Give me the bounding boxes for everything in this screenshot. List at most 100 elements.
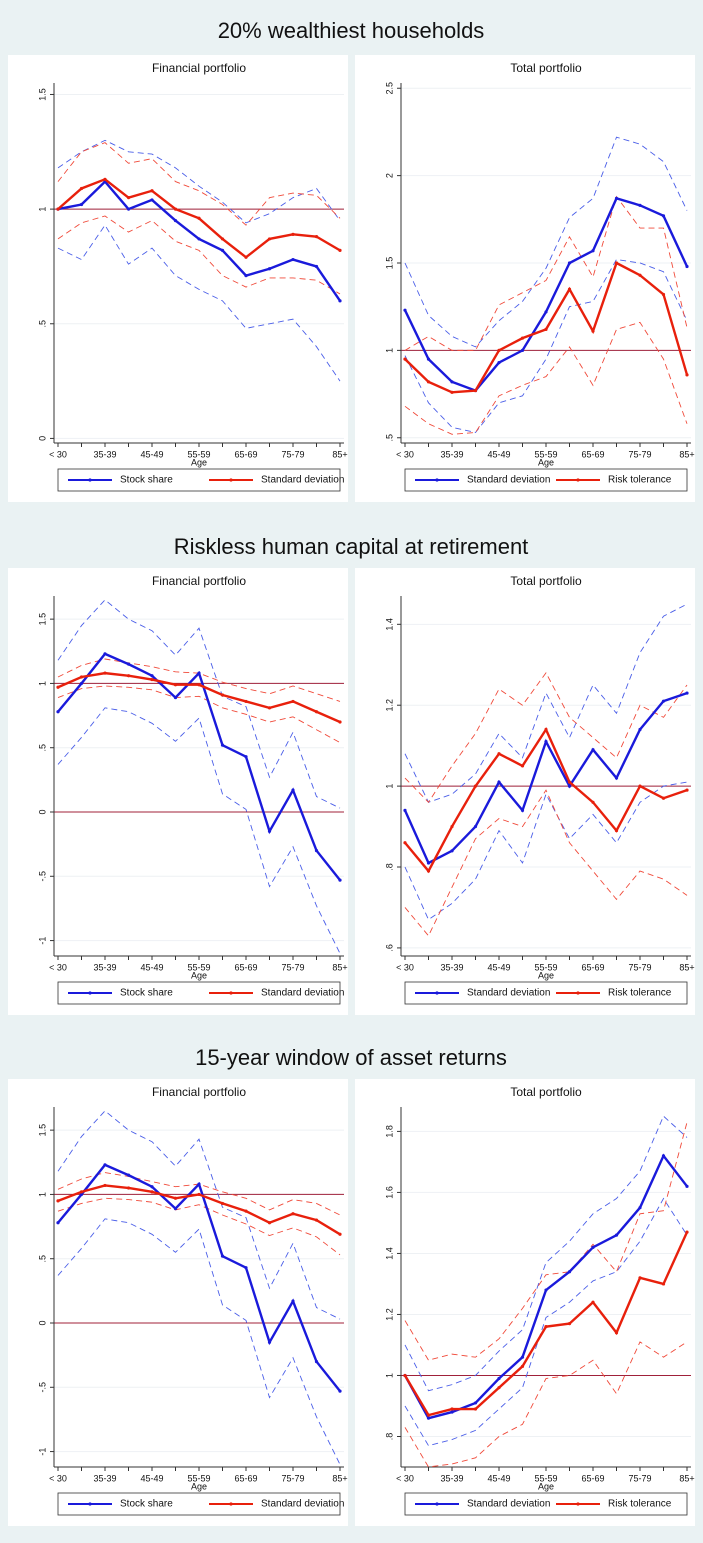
confidence-line: [404, 1341, 688, 1468]
x-tick-label: 35-39: [440, 962, 463, 972]
point: [267, 1221, 272, 1225]
y-tick-label: .8: [384, 863, 394, 871]
point: [426, 869, 431, 873]
x-tick-label: 45-49: [487, 449, 510, 459]
point: [126, 662, 131, 666]
point: [567, 784, 572, 788]
point: [267, 829, 272, 833]
x-tick-label: 65-69: [581, 962, 604, 972]
x-tick-label: 35-39: [93, 449, 116, 459]
point: [79, 186, 84, 191]
y-tick-label: 0: [37, 809, 47, 814]
point: [291, 788, 295, 792]
x-tick-label: 85+: [679, 449, 694, 459]
point: [567, 1322, 572, 1326]
y-tick-label: 2.5: [384, 82, 394, 95]
x-tick-label: 85+: [332, 1473, 347, 1483]
point: [497, 752, 501, 756]
legend: [57, 1492, 341, 1516]
section-title: 15-year window of asset returns: [195, 1045, 507, 1070]
x-tick-label: 45-49: [140, 449, 163, 459]
legend-label: Standard deviation: [261, 1499, 344, 1510]
legend-label: Risk tolerance: [608, 475, 672, 486]
point: [450, 390, 454, 394]
point: [473, 388, 478, 393]
point: [126, 674, 131, 678]
point: [544, 310, 548, 314]
point: [544, 1288, 548, 1292]
x-tick-label: 65-69: [234, 449, 257, 459]
confidence-line: [57, 707, 341, 954]
confidence-line: [404, 136, 688, 348]
point: [314, 1359, 319, 1364]
point: [126, 1173, 131, 1177]
point: [173, 1196, 178, 1200]
x-tick-label: < 30: [49, 1473, 67, 1483]
legend-label: Standard deviation: [467, 1499, 550, 1510]
x-tick-label: < 30: [396, 962, 414, 972]
y-tick-label: .5: [37, 744, 47, 752]
chart-title: Total portfolio: [510, 61, 582, 75]
point: [614, 196, 619, 200]
y-tick-label: 1: [384, 1373, 394, 1378]
point: [244, 1209, 248, 1213]
point: [314, 848, 319, 853]
point: [638, 1206, 642, 1210]
point: [291, 699, 295, 704]
point: [79, 202, 84, 207]
x-tick-label: 55-59: [534, 1473, 557, 1483]
legend-marker: [576, 1502, 580, 1506]
point: [661, 1282, 666, 1286]
x-tick-label: 85+: [332, 449, 347, 459]
legend-marker: [88, 991, 92, 995]
legend: [57, 468, 341, 492]
point: [244, 255, 248, 259]
point: [150, 677, 154, 682]
confidence-line: [404, 195, 688, 351]
point: [591, 1245, 595, 1249]
legend-marker: [229, 1502, 233, 1506]
point: [403, 1373, 407, 1378]
point: [173, 218, 178, 223]
chart-title: Total portfolio: [510, 574, 582, 588]
panel: [8, 1079, 348, 1526]
point: [244, 1266, 248, 1270]
x-tick-label: 55-59: [187, 1473, 210, 1483]
point: [173, 695, 178, 700]
y-tick-label: .8: [384, 1433, 394, 1441]
point: [56, 1199, 60, 1203]
point: [638, 727, 642, 732]
x-tick-label: 45-49: [140, 962, 163, 972]
legend: [404, 468, 688, 492]
point: [450, 380, 454, 384]
point: [220, 237, 225, 241]
point: [338, 878, 342, 882]
point: [450, 849, 454, 853]
point: [544, 727, 548, 732]
point: [685, 373, 689, 377]
point: [473, 824, 478, 829]
x-tick-label: 75-79: [628, 962, 651, 972]
point: [173, 1206, 178, 1211]
y-tick-label: 2: [384, 173, 394, 178]
y-tick-label: 1.5: [37, 1124, 47, 1137]
point: [497, 780, 501, 784]
point: [591, 249, 595, 253]
point: [520, 336, 525, 340]
y-tick-label: 1.5: [384, 257, 394, 270]
legend-label: Standard deviation: [467, 988, 550, 999]
confidence-line: [57, 1110, 341, 1320]
confidence-line: [57, 599, 341, 809]
x-axis-label: Age: [538, 970, 554, 980]
x-tick-label: 85+: [332, 962, 347, 972]
point: [403, 357, 407, 361]
confidence-line: [404, 789, 688, 937]
section-title: Riskless human capital at retirement: [174, 534, 529, 559]
legend-label: Stock share: [120, 1499, 173, 1510]
y-tick-label: .5: [37, 320, 47, 328]
point: [520, 1355, 525, 1359]
point: [450, 824, 454, 829]
legend-label: Standard deviation: [261, 988, 344, 999]
y-tick-label: 1.4: [384, 1247, 394, 1260]
point: [267, 237, 272, 241]
